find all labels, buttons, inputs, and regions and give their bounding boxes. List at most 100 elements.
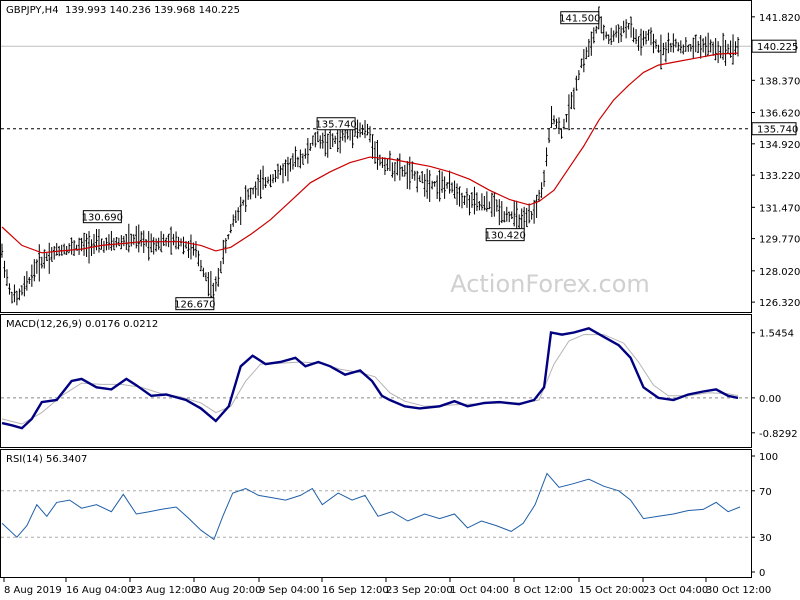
y-tick-label: 0: [759, 568, 765, 579]
ohlc-bar: [5, 269, 9, 287]
ohlc-bar: [254, 181, 257, 199]
ohlc-bar: [244, 185, 247, 212]
ohlc-bar: [140, 231, 143, 247]
y-tick-label: 138.370: [759, 76, 800, 87]
ohlc-bar: [701, 38, 705, 53]
ohlc-bar: [403, 164, 407, 177]
ohlc-bar: [18, 288, 21, 301]
ohlc-bar: [552, 115, 556, 125]
ohlc-bar: [261, 165, 265, 190]
y-tick-label: 30: [759, 533, 772, 544]
y-tick-label: 134.920: [759, 140, 800, 151]
ohlc-bar: [304, 148, 307, 159]
ohlc-bar: [455, 183, 459, 205]
ohlc-bar: [67, 243, 71, 254]
ohlc-bar: [214, 276, 218, 292]
ohlc-bar: [197, 250, 200, 267]
ohlc-bar: [659, 34, 663, 70]
ohlc-bar: [97, 229, 101, 253]
ohlc-bar: [3, 260, 6, 278]
ohlc-bar: [286, 156, 290, 182]
ohlc-bar: [314, 132, 317, 148]
ohlc-bar: [522, 206, 526, 230]
price-tag-text: 135.740: [757, 125, 798, 136]
ohlc-bar: [470, 192, 474, 208]
ohlc-bar: [612, 30, 615, 42]
y-tick-label: 70: [759, 487, 772, 498]
ohlc-bar: [135, 225, 138, 249]
x-tick-label: 23 Oct 04:00: [643, 585, 708, 596]
ohlc-bar: [246, 188, 250, 200]
ohlc-bar: [545, 147, 548, 167]
ohlc-bar: [632, 27, 635, 43]
ohlc-bar: [167, 233, 170, 248]
ohlc-bar: [25, 271, 29, 291]
ohlc-bar: [617, 24, 620, 44]
ohlc-bar: [448, 170, 451, 194]
ohlc-bar: [513, 200, 516, 227]
ohlc-bar: [309, 142, 312, 151]
y-tick-label: 126.320: [759, 298, 800, 309]
ohlc-bar: [614, 25, 618, 38]
ohlc-bar: [316, 130, 319, 143]
ohlc-bar: [92, 234, 96, 255]
ohlc-bar: [319, 135, 322, 149]
ohlc-bar: [366, 123, 369, 136]
ohlc-bar: [30, 264, 34, 287]
rsi-line: [1, 472, 741, 541]
ohlc-bar: [324, 126, 327, 157]
ohlc-bar: [0, 243, 4, 258]
ohlc-bar: [535, 194, 538, 218]
ohlc-bar: [249, 187, 252, 200]
y-tick-label: 100: [759, 452, 778, 463]
ohlc-bar: [217, 267, 220, 287]
ohlc-bar: [207, 272, 210, 297]
ohlc-bar: [602, 24, 605, 41]
ohlc-bar: [326, 133, 329, 158]
ohlc-bar: [605, 31, 608, 39]
ohlc-bar: [189, 234, 193, 260]
ohlc-bar: [600, 16, 603, 34]
ohlc-bar: [152, 237, 155, 255]
macd-line: [1, 327, 739, 430]
ohlc-bar: [692, 37, 695, 59]
y-tick-label: -0.8292: [759, 429, 798, 440]
ohlc-bar: [637, 36, 640, 51]
ohlc-bar: [669, 42, 673, 53]
ohlc-bar: [199, 259, 203, 272]
ohlc-bar: [460, 192, 464, 209]
level-label: 141.500: [559, 11, 600, 25]
ohlc-bar: [23, 275, 26, 297]
ohlc-bar: [72, 240, 76, 256]
ohlc-bar: [475, 192, 479, 211]
ohlc-bar: [289, 158, 292, 172]
ohlc-bar: [714, 38, 717, 61]
ohlc-bar: [595, 25, 598, 34]
ohlc-bar: [557, 117, 561, 135]
ohlc-bar: [154, 238, 158, 252]
ohlc-bar: [147, 231, 150, 261]
ohlc-bar: [428, 170, 431, 203]
ohlc-bar: [241, 199, 245, 206]
ohlc-bar: [373, 141, 377, 164]
ohlc-bar: [540, 182, 543, 198]
ohlc-bar: [697, 40, 700, 54]
ohlc-bar: [709, 39, 712, 53]
ohlc-bar: [259, 169, 262, 199]
ohlc-bar: [679, 40, 683, 54]
ohlc-bar: [194, 241, 198, 258]
ohlc-bar: [274, 170, 277, 183]
ohlc-bar: [356, 119, 359, 139]
ohlc-bar: [587, 38, 591, 57]
ohlc-bar: [672, 33, 675, 53]
x-tick-label: 9 Sep 04:00: [259, 585, 319, 596]
ohlc-bar: [343, 128, 347, 143]
ohlc-bar: [105, 237, 108, 251]
ohlc-bar: [45, 252, 48, 262]
ohlc-bar: [438, 170, 441, 202]
ohlc-bar: [10, 291, 14, 304]
ohlc-bar: [478, 201, 481, 211]
level-label-box: [485, 228, 525, 242]
price-tag-text: 140.225: [757, 42, 798, 53]
ohlc-bar: [358, 122, 362, 138]
